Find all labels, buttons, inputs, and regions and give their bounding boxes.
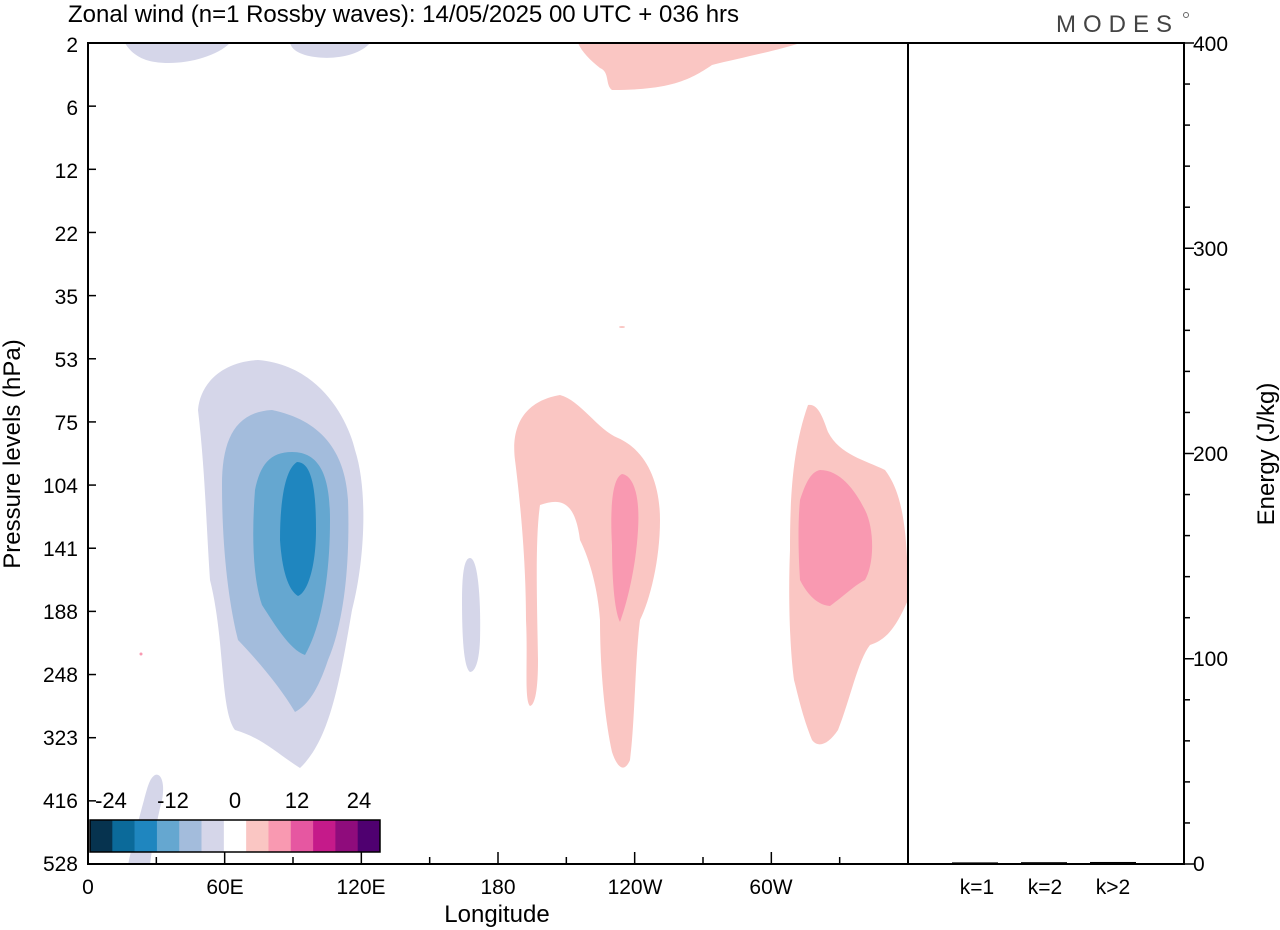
energy-minor-ticks xyxy=(1184,42,1194,865)
y-tick-35: 35 xyxy=(55,286,78,309)
contour-pos-4-top xyxy=(578,43,800,90)
y-tick-75: 75 xyxy=(55,412,78,435)
y-tick-12: 12 xyxy=(55,160,78,183)
x-tick-120w: 120W xyxy=(608,876,663,899)
x-tick-marks xyxy=(155,852,841,864)
energy-axis-label: Energy (J/kg) xyxy=(1253,383,1280,526)
y-tick-6: 6 xyxy=(66,97,78,120)
colorbar-swatch-10 xyxy=(313,820,336,852)
colorbar-swatch-6 xyxy=(223,820,247,852)
energy-bar-k>2 xyxy=(1090,861,1136,864)
colorbar-swatch-5 xyxy=(201,820,225,852)
energy-panel-frame xyxy=(907,42,1185,865)
y-tick-248: 248 xyxy=(43,664,78,687)
x-tick-60e: 60E xyxy=(206,876,243,899)
colorbar-swatch-1 xyxy=(112,820,135,852)
modes-logo: MODES xyxy=(1056,11,1179,38)
y-tick-2: 2 xyxy=(66,34,78,57)
y-tick-22: 22 xyxy=(55,223,78,246)
energy-category-k1: k=1 xyxy=(960,876,994,899)
contour-speck-a xyxy=(139,652,143,656)
chart-title: Zonal wind (n=1 Rossby waves): 14/05/202… xyxy=(68,1,739,28)
energy-tick-200: 200 xyxy=(1193,443,1228,466)
contour-neg-4-small-180 xyxy=(462,558,481,672)
colorbar-tick-12: 12 xyxy=(285,788,309,813)
contour-neg-4-top-left xyxy=(125,43,230,64)
y-tick-104: 104 xyxy=(43,475,78,498)
y-tick-labels: 2 6 12 22 35 53 75 104 141 188 248 323 4… xyxy=(43,34,78,876)
energy-tick-300: 300 xyxy=(1193,238,1228,261)
colorbar-swatch-2 xyxy=(134,820,158,852)
colorbar-swatch-7 xyxy=(246,820,269,852)
y-axis-label: Pressure levels (hPa) xyxy=(0,339,26,568)
x-axis-label: Longitude xyxy=(444,901,549,928)
energy-bar-chart: 0 100 200 300 400 k=1 k=2 k>2 Energy (J/… xyxy=(907,33,1280,899)
colorbar-tick-neg24: -24 xyxy=(95,788,127,813)
logo-registered-mark xyxy=(1183,12,1189,18)
colorbar-tick-0: 0 xyxy=(229,788,241,813)
energy-tick-100: 100 xyxy=(1193,648,1228,671)
y-tick-416: 416 xyxy=(43,790,78,813)
energy-tick-400: 400 xyxy=(1193,33,1228,56)
colorbar-swatch-12 xyxy=(357,820,381,852)
colorbar-swatch-3 xyxy=(156,820,180,852)
colorbar: -24 -12 0 12 24 xyxy=(89,788,381,853)
y-tick-141: 141 xyxy=(43,538,78,561)
colorbar-swatch-0 xyxy=(90,820,113,852)
energy-bars xyxy=(952,861,1136,864)
colorbar-tick-neg12: -12 xyxy=(157,788,189,813)
energy-bar-k=2 xyxy=(1021,862,1067,864)
energy-bar-k=1 xyxy=(952,862,998,864)
y-tick-323: 323 xyxy=(43,727,78,750)
wind-contours xyxy=(125,43,908,865)
wind-contour-plot: 2 6 12 22 35 53 75 104 141 188 248 323 4… xyxy=(0,34,909,928)
x-tick-60w: 60W xyxy=(749,876,792,899)
y-tick-marks xyxy=(88,42,96,865)
colorbar-swatch-11 xyxy=(335,820,358,852)
y-tick-53: 53 xyxy=(55,349,78,372)
contour-pos-4-middle xyxy=(514,395,660,768)
contour-neg-4-top-mid xyxy=(290,43,370,58)
contour-neg-16-main xyxy=(280,462,316,596)
energy-category-k2: k=2 xyxy=(1028,876,1062,899)
x-tick-labels: 0 60E 120E 180 120W 60W xyxy=(82,876,793,899)
contour-pos-8-east xyxy=(798,470,873,606)
colorbar-swatch-8 xyxy=(268,820,292,852)
colorbar-tick-24: 24 xyxy=(347,788,371,813)
colorbar-swatch-4 xyxy=(179,820,202,852)
energy-tick-0: 0 xyxy=(1193,853,1205,876)
x-tick-120e: 120E xyxy=(336,876,385,899)
x-tick-180: 180 xyxy=(480,876,515,899)
colorbar-swatch-9 xyxy=(290,820,314,852)
contour-speck-b xyxy=(619,326,625,328)
colorbar-frame xyxy=(89,819,381,853)
y-tick-188: 188 xyxy=(43,601,78,624)
y-tick-528: 528 xyxy=(43,853,78,876)
energy-category-k3plus: k>2 xyxy=(1096,876,1130,899)
colorbar-swatches xyxy=(90,820,381,852)
contour-pos-8-middle xyxy=(611,474,639,622)
energy-tick-labels: 0 100 200 300 400 xyxy=(1193,33,1228,876)
x-tick-0: 0 xyxy=(82,876,94,899)
